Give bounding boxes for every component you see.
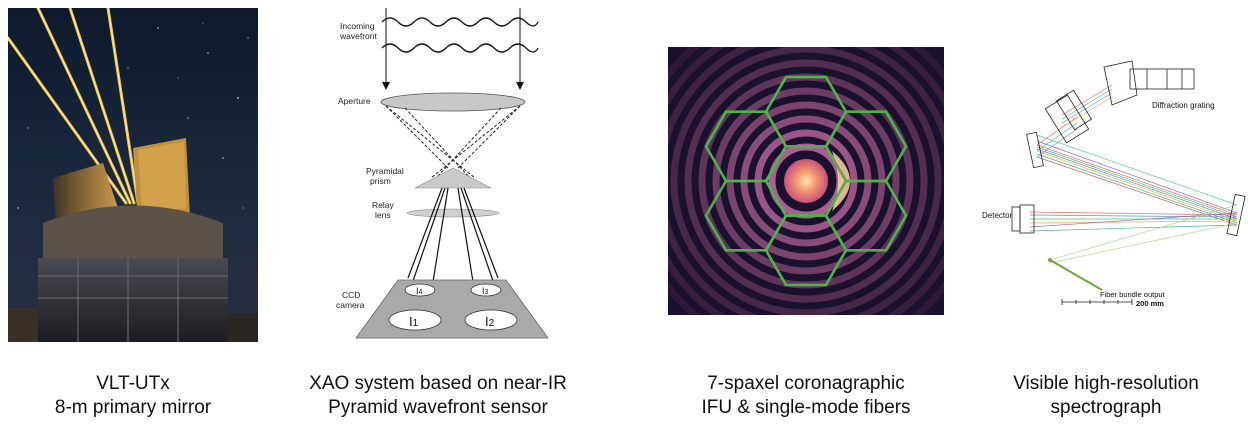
caption-spectrograph-line2: spectrograph (1050, 397, 1162, 418)
spaxel-hexagon (824, 110, 908, 183)
spectrograph-layout: Diffraction grating Detector Fiber bundl… (982, 55, 1246, 315)
psf-core (784, 159, 828, 203)
pyramidal-prism (414, 167, 492, 189)
scale-bar (1061, 299, 1133, 305)
caption-spectrograph: Visible high-resolution spectrograph (964, 372, 1248, 420)
label-i3: I3 (482, 286, 489, 296)
camera-barrel (1129, 68, 1195, 90)
pupil-image-2 (464, 309, 518, 331)
caption-pyramid-line1: XAO system based on near-IR (309, 373, 567, 394)
label-i2: I2 (485, 314, 495, 329)
label-incoming: Incoming (340, 21, 375, 31)
caption-pyramid: XAO system based on near-IR Pyramid wave… (278, 372, 598, 420)
pupil-image-3 (470, 283, 502, 297)
fiber-bundle (1049, 259, 1103, 291)
label-fiber-bundle: Fiber bundle output (1100, 290, 1166, 299)
fold-mirror (1026, 131, 1044, 169)
pupil-image-1 (388, 309, 442, 331)
caption-spectrograph-line1: Visible high-resolution (1013, 373, 1199, 394)
label-scale: 200 mm (1136, 299, 1164, 308)
caption-vlt-line1: VLT-UTx (96, 373, 170, 394)
airy-ring (684, 59, 928, 303)
caption-ifu-line2: IFU & single-mode fibers (701, 397, 911, 418)
aperture-lens (380, 92, 526, 112)
label-i4: I4 (416, 286, 423, 296)
label-camera: camera (336, 300, 365, 310)
label-detector: Detector (982, 211, 1013, 220)
caption-vlt: VLT-UTx 8-m primary mirror (8, 372, 258, 420)
airy-ring (670, 45, 942, 317)
label-prism: prism (370, 176, 391, 186)
caption-ifu-line1: 7-spaxel coronagraphic (707, 373, 905, 394)
label-pyramidal: Pyramidal (366, 166, 404, 176)
large-mirror (1226, 193, 1246, 237)
label-i1: I1 (409, 314, 419, 329)
label-wavefront: wavefront (339, 31, 377, 41)
pupil-image-4 (404, 283, 436, 297)
ifu-hexagons (704, 75, 908, 287)
ccd-camera (355, 279, 549, 339)
label-ccd: CCD (342, 290, 360, 300)
relay-lens (406, 208, 500, 218)
grating-prism (1103, 60, 1138, 106)
airy-ring (712, 87, 900, 275)
caption-ifu: 7-spaxel coronagraphic IFU & single-mode… (646, 372, 966, 420)
label-relay: Relay (372, 200, 394, 210)
label-diffraction-grating: Diffraction grating (1152, 101, 1215, 110)
label-lens: lens (375, 210, 391, 220)
caption-pyramid-line2: Pyramid wavefront sensor (328, 397, 548, 418)
vlt-photo (6, 6, 258, 342)
coronagraph-ifu-image (628, 3, 984, 359)
caption-vlt-line2: 8-m primary mirror (54, 397, 212, 418)
detector (1011, 206, 1021, 232)
label-aperture: Aperture (338, 96, 371, 106)
pyramid-wfs-diagram: Incoming wavefront Aperture Pyramidal pr… (320, 8, 570, 342)
collimator-optic (1044, 94, 1090, 144)
